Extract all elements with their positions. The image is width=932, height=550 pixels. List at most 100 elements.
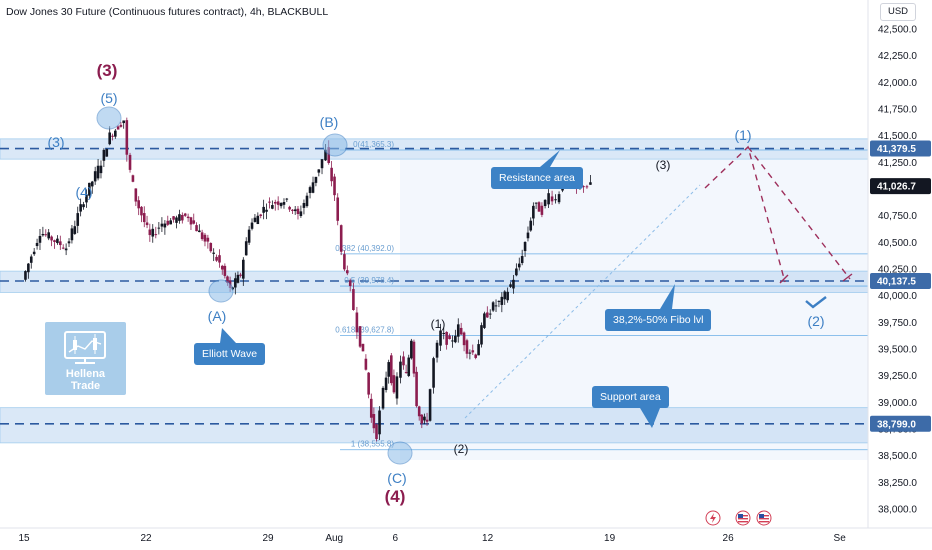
candle-body xyxy=(324,149,327,161)
candle-body xyxy=(250,222,254,229)
candle-body xyxy=(212,252,215,254)
candle-body xyxy=(172,216,175,220)
pivot-circle-1 xyxy=(322,133,348,157)
candle-body xyxy=(125,120,129,155)
y-tick-16: 38,500.0 xyxy=(878,451,917,462)
candle-body xyxy=(410,340,413,359)
candle-body xyxy=(96,165,100,179)
candle-body xyxy=(239,274,242,276)
y-tick-3: 41,750.0 xyxy=(878,105,917,116)
forecast-arrow-b xyxy=(842,273,853,282)
y-tick-10: 40,000.0 xyxy=(878,291,917,302)
candle-body xyxy=(119,124,123,127)
candle-body xyxy=(209,242,213,252)
candle-body xyxy=(465,340,469,354)
candle-body xyxy=(361,343,365,352)
x-tick-8: Se xyxy=(834,533,847,544)
candle-body xyxy=(454,335,457,343)
wave-label-B: (B) xyxy=(319,114,339,130)
currency-button[interactable]: USD xyxy=(880,3,916,21)
candle-body xyxy=(302,202,306,208)
candle-body xyxy=(102,149,106,161)
us-flag-icon[interactable] xyxy=(735,510,751,529)
y-tick-1: 42,250.0 xyxy=(878,51,917,62)
candle-body xyxy=(271,205,274,209)
candle-body xyxy=(223,265,227,276)
candle-body xyxy=(390,355,393,384)
candle-body xyxy=(330,167,333,182)
candle-body xyxy=(206,237,210,242)
candle-body xyxy=(166,220,170,225)
fib-label-0: 0(41,365.3) xyxy=(353,140,394,149)
candle-body xyxy=(557,194,561,203)
y-tick-14: 39,000.0 xyxy=(878,398,917,409)
candle-body xyxy=(175,217,178,223)
lightning-icon[interactable] xyxy=(705,510,721,529)
candles xyxy=(24,117,592,442)
x-tick-7: 26 xyxy=(723,533,735,544)
candle-body xyxy=(169,220,172,225)
candle-body xyxy=(534,202,538,204)
candle-body xyxy=(477,344,480,356)
candle-body xyxy=(32,251,36,255)
us-flag-icon-2[interactable] xyxy=(756,510,772,529)
candle-body xyxy=(381,387,385,409)
forecast-arrow-a xyxy=(779,274,789,284)
wave-label-1-dark: (1) xyxy=(430,317,446,331)
candle-body xyxy=(131,175,135,182)
candle-body xyxy=(44,234,48,236)
candle-body xyxy=(488,313,492,315)
candle-body xyxy=(142,213,146,223)
candle-body xyxy=(90,181,94,187)
candle-body xyxy=(236,274,240,283)
candle-body xyxy=(456,324,460,337)
candle-body xyxy=(358,326,362,347)
candle-body xyxy=(339,225,343,252)
candle-body xyxy=(529,220,533,231)
candle-body xyxy=(192,220,196,224)
wave-label-A: (A) xyxy=(207,308,227,324)
candle-body xyxy=(491,302,495,311)
candle-body xyxy=(82,204,85,208)
candle-body xyxy=(333,176,336,196)
candle-body xyxy=(500,296,504,305)
candle-body xyxy=(432,358,435,388)
candle-body xyxy=(355,312,359,333)
y-tick-0: 42,500.0 xyxy=(878,25,917,36)
x-tick-3: Aug xyxy=(325,533,343,544)
candle-body xyxy=(506,291,509,301)
candle-body xyxy=(523,241,527,252)
candle-body xyxy=(308,187,312,193)
candle-body xyxy=(417,406,421,417)
candle-body xyxy=(423,416,426,421)
candle-body xyxy=(79,204,82,212)
checkmark-icon xyxy=(805,296,827,309)
candle-body xyxy=(439,330,442,346)
candle-body xyxy=(157,227,161,229)
candle-body xyxy=(589,182,592,185)
candle-body xyxy=(471,350,475,353)
candle-body xyxy=(163,223,167,228)
candle-body xyxy=(273,201,277,204)
wave-label-5-blue: (5) xyxy=(100,90,118,106)
candle-body xyxy=(503,291,507,300)
candle-body xyxy=(520,256,524,264)
logo-text-line1: Hellena xyxy=(65,368,106,380)
candle-body xyxy=(407,357,411,376)
candle-body xyxy=(116,126,120,130)
candle-body xyxy=(497,300,501,302)
chart-title: Dow Jones 30 Future (Continuous futures … xyxy=(6,6,329,18)
candle-body xyxy=(38,235,42,243)
pivot-circle-0 xyxy=(96,106,122,130)
pivot-circle-3 xyxy=(387,441,413,465)
candle-body xyxy=(226,276,229,284)
candle-body xyxy=(378,410,381,435)
candle-body xyxy=(515,268,518,276)
candle-body xyxy=(247,229,251,243)
wave-label-2-target: (2) xyxy=(807,313,825,329)
candle-body xyxy=(532,205,535,219)
x-tick-5: 12 xyxy=(482,533,494,544)
wave-label-2-dark: (2) xyxy=(453,442,469,456)
